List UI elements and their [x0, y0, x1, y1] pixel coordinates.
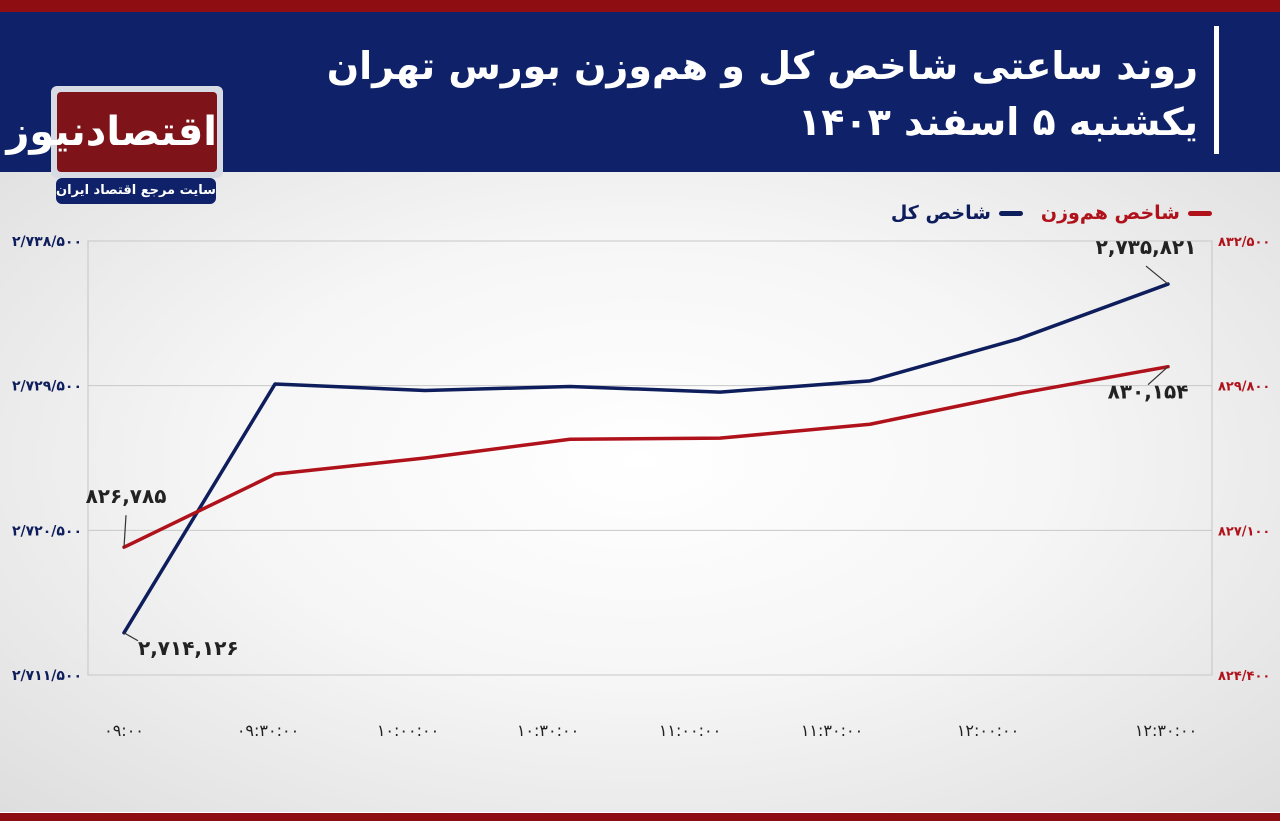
annotation-leader — [1147, 366, 1169, 386]
annotation-label: ۸۳۰,۱۵۴ — [1108, 380, 1189, 404]
annotation-label: ۲,۷۳۵,۸۲۱ — [1096, 235, 1197, 259]
series-line-equal-weight — [122, 364, 1170, 549]
legend-swatch-total-index — [998, 210, 1023, 216]
annotation-leader — [123, 515, 127, 548]
x-tick-label: ۰۹:۰۰ — [104, 721, 144, 740]
bottom-stripe — [0, 813, 1280, 821]
chart-title: روند ساعتی شاخص کل و هم‌وزن بورس تهران — [326, 44, 1198, 88]
y-right-tick-label: ۸۳۲/۵۰۰ — [1218, 235, 1270, 250]
x-tick-label: ۱۰:۰۰:۰۰ — [377, 721, 439, 740]
title-accent-bar — [1214, 26, 1219, 154]
top-stripe — [0, 0, 1280, 12]
chart-legend: شاخص هم‌وزن شاخص کل — [891, 202, 1212, 224]
y-left-tick-label: ۲/۷۲۰/۵۰۰ — [12, 523, 82, 539]
y-left-tick-label: ۲/۷۲۹/۵۰۰ — [12, 379, 82, 395]
x-tick-label: ۱۱:۳۰:۰۰ — [801, 721, 863, 740]
logo-wordmark: اقتصادنیوز — [6, 92, 217, 172]
y-left-tick-label: ۲/۷۳۸/۵۰۰ — [12, 234, 82, 250]
logo: اقتصادنیوز — [6, 86, 223, 178]
x-tick-label: ۱۱:۰۰:۰۰ — [659, 721, 721, 740]
annotation-leader — [1145, 265, 1169, 285]
x-tick-label: ۰۹:۳۰:۰۰ — [237, 721, 299, 740]
chart-subtitle: یکشنبه ۵ اسفند ۱۴۰۳ — [798, 100, 1198, 144]
annotation-leader — [123, 632, 139, 642]
plot-background — [0, 172, 1280, 812]
series-line-total-index — [122, 282, 1170, 635]
legend-swatch-equal-weight — [1188, 210, 1212, 216]
plot-frame — [87, 240, 1213, 676]
x-tick-label: ۱۲:۰۰:۰۰ — [957, 721, 1019, 740]
x-tick-label: ۱۲:۳۰:۰۰ — [1135, 721, 1197, 740]
legend-label-total-index: شاخص کل — [890, 202, 991, 224]
logo-tagline: سایت مرجع اقتصاد ایران — [56, 178, 216, 204]
legend-label-equal-weight: شاخص هم‌وزن — [1040, 202, 1180, 224]
y-left-tick-label: ۲/۷۱۱/۵۰۰ — [12, 668, 82, 684]
y-right-tick-label: ۸۲۷/۱۰۰ — [1218, 524, 1270, 539]
x-tick-label: ۱۰:۳۰:۰۰ — [517, 721, 579, 740]
annotation-label: ۲,۷۱۴,۱۲۶ — [138, 636, 239, 660]
legend-item-total-index: شاخص کل — [891, 202, 1023, 224]
annotation-label: ۸۲۶,۷۸۵ — [86, 484, 167, 508]
y-right-tick-label: ۸۲۹/۸۰۰ — [1218, 380, 1270, 395]
legend-item-equal-weight: شاخص هم‌وزن — [1041, 202, 1212, 224]
y-right-tick-label: ۸۲۴/۴۰۰ — [1218, 669, 1270, 684]
